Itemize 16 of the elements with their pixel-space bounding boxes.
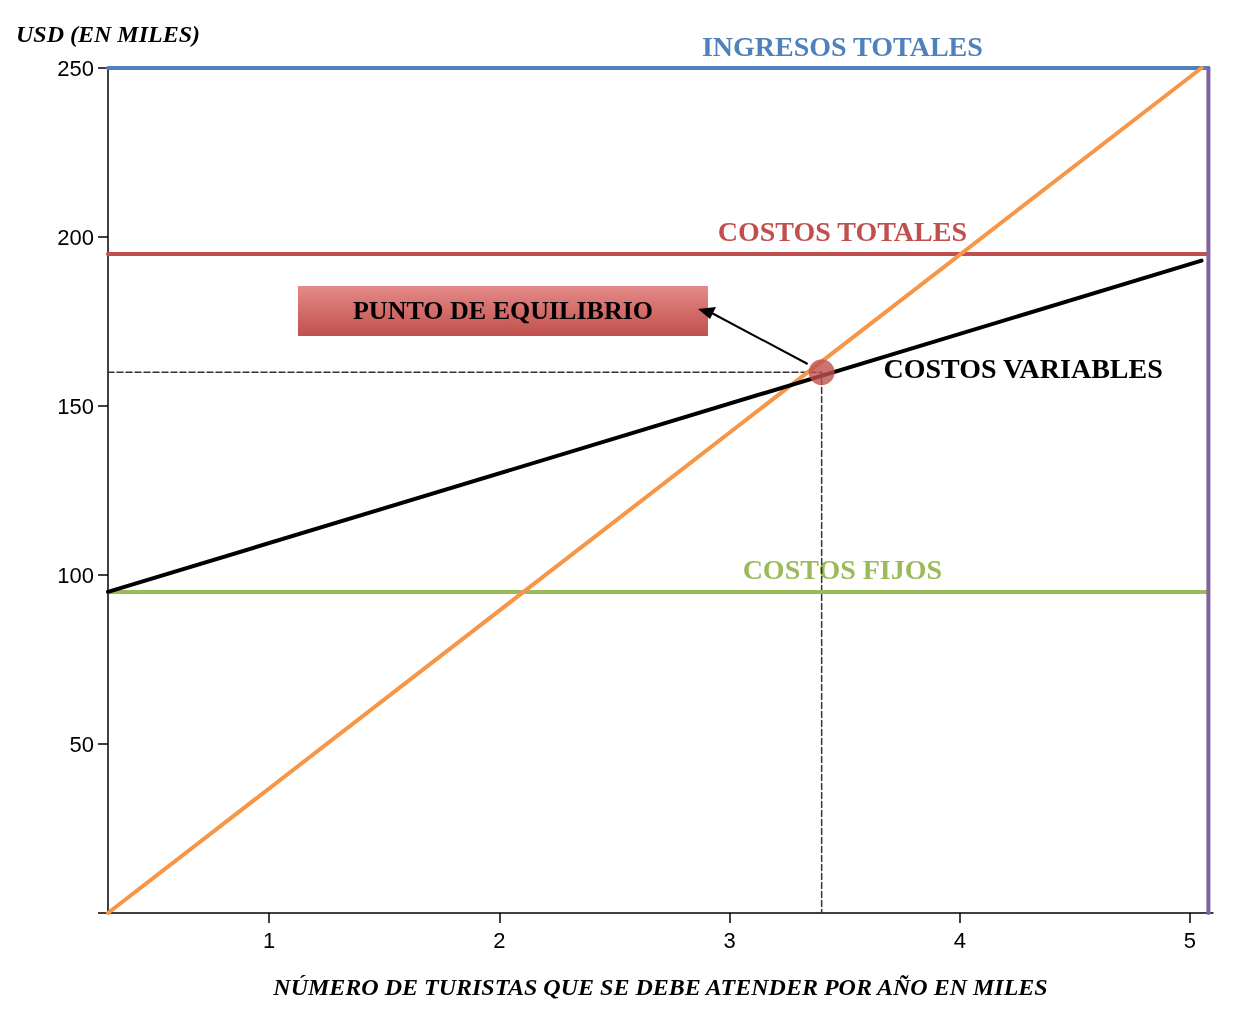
series-label: INGRESOS TOTALES (701, 30, 983, 62)
series-label: COSTOS TOTALES (717, 216, 968, 248)
y-tick-label: 200 (57, 224, 94, 250)
series-label: COSTOS FIJOS (742, 554, 943, 586)
x-tick-label: 4 (953, 927, 966, 953)
x-tick-label: 2 (493, 927, 506, 953)
series-label: COSTOS VARIABLES (883, 353, 1163, 385)
x-tick-label: 3 (723, 927, 736, 953)
x-tick-label: 5 (1183, 927, 1197, 953)
x-tick-label: 1 (263, 927, 276, 953)
y-tick-label: 50 (69, 731, 94, 757)
y-axis-title: USD (EN MILES) (15, 21, 201, 47)
x-axis-title: NÚMERO DE TURISTAS QUE SE DEBE ATENDER POR AÑO EN MILES (272, 974, 1048, 1000)
y-tick-label: 250 (57, 55, 94, 81)
y-tick-label: 100 (57, 562, 94, 588)
y-tick-label: 150 (57, 393, 94, 419)
